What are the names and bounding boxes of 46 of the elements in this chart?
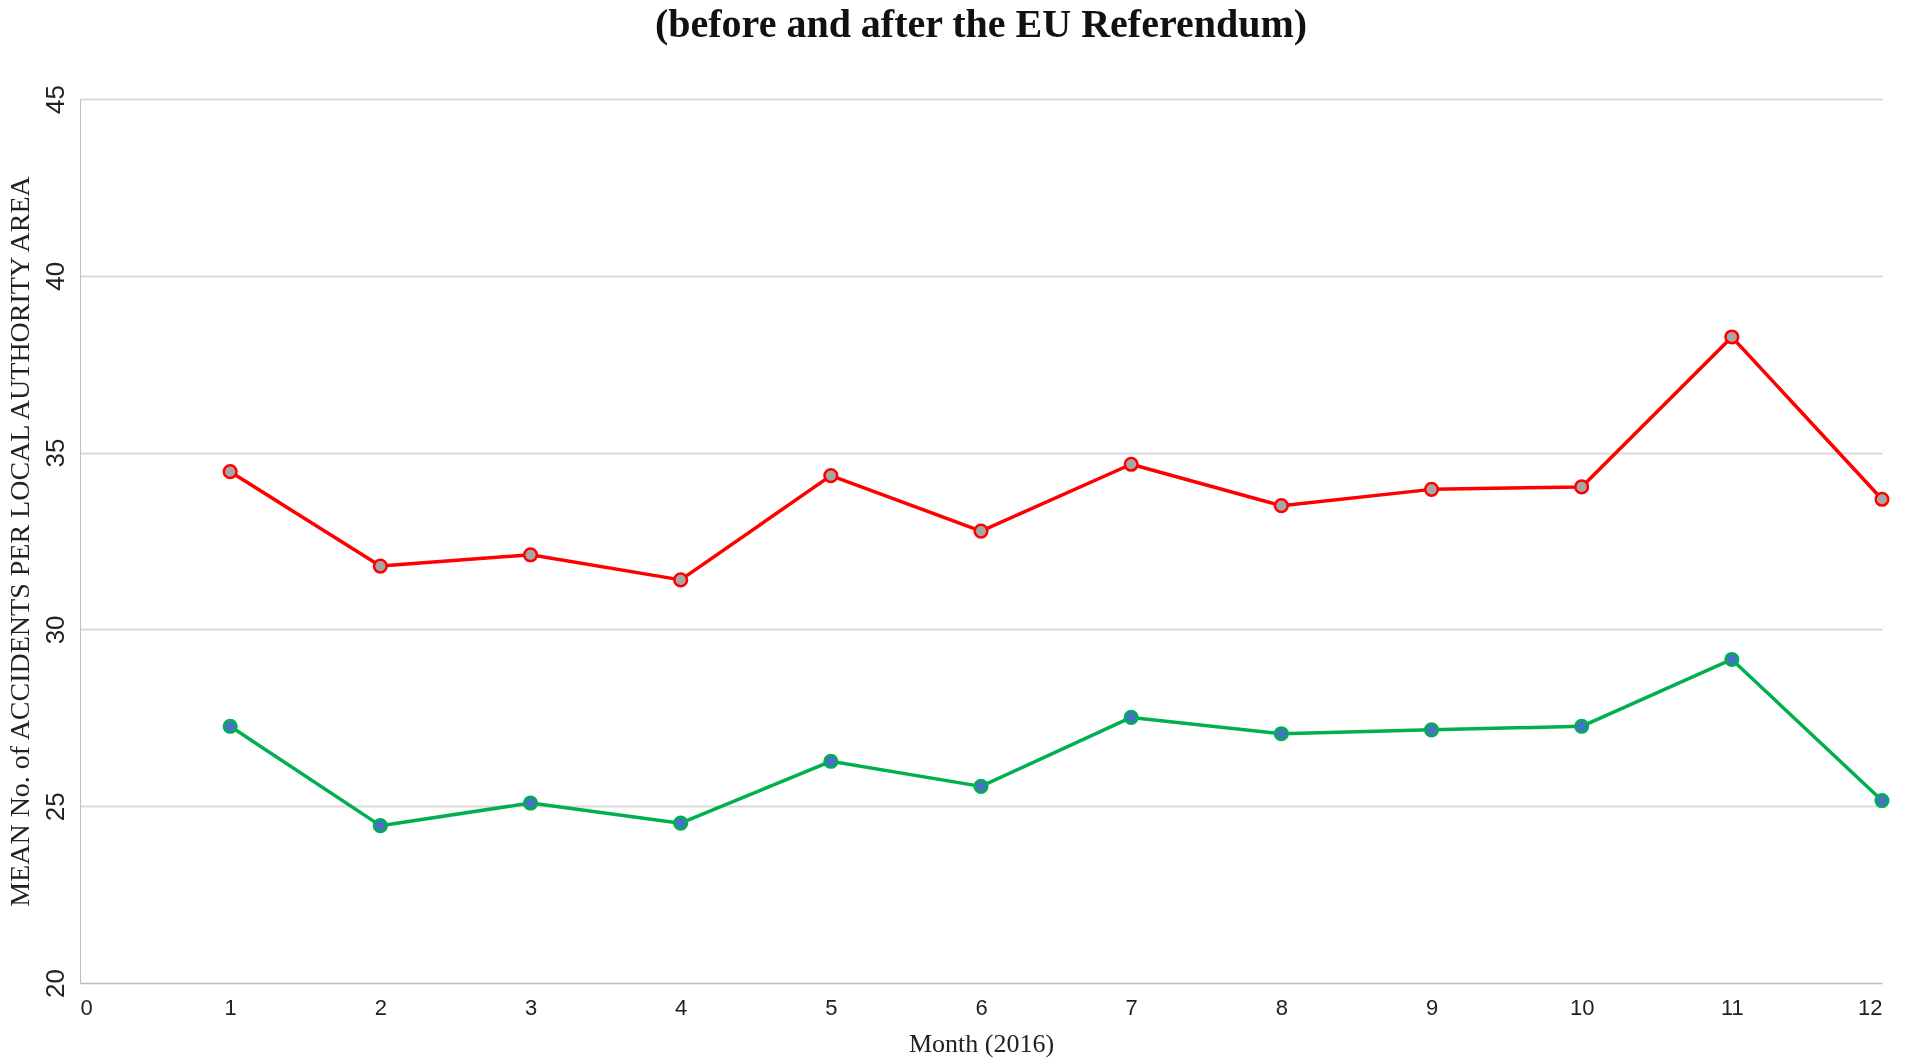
y-tick-label: 20 bbox=[39, 969, 70, 998]
x-axis-title: Month (2016) bbox=[908, 1028, 1055, 1058]
x-tick-label: 1 bbox=[224, 994, 237, 1020]
point bbox=[1273, 726, 1289, 742]
point bbox=[1724, 329, 1740, 345]
point bbox=[973, 523, 989, 539]
point bbox=[222, 718, 238, 734]
point bbox=[1874, 491, 1890, 507]
x-tick-label: 4 bbox=[675, 994, 688, 1020]
point bbox=[1724, 651, 1740, 668]
x-tick-label: 6 bbox=[975, 994, 988, 1020]
point bbox=[372, 818, 388, 834]
x-tick-label: 7 bbox=[1125, 994, 1138, 1020]
x-tick-label: 8 bbox=[1275, 994, 1288, 1020]
point bbox=[673, 572, 689, 588]
x-tick-label: 9 bbox=[1425, 994, 1439, 1020]
point bbox=[1874, 792, 1890, 809]
point bbox=[1123, 456, 1139, 472]
point bbox=[522, 795, 539, 811]
y-tick-label: 35 bbox=[39, 438, 70, 468]
point bbox=[1423, 722, 1440, 738]
x-tick-label: 10 bbox=[1569, 994, 1595, 1020]
point bbox=[1123, 709, 1139, 726]
point bbox=[1423, 481, 1440, 497]
y-tick-label: 25 bbox=[39, 792, 70, 822]
x-tick-label: 12 bbox=[1858, 994, 1883, 1020]
point bbox=[1273, 498, 1289, 514]
y-tick-label: 40 bbox=[39, 261, 70, 291]
point bbox=[522, 547, 539, 563]
x-tick-label: 3 bbox=[524, 994, 538, 1020]
chart-title: (before and after the EU Referendum) bbox=[654, 0, 1308, 46]
x-tick-label: 5 bbox=[825, 994, 838, 1020]
x-tick-label: 2 bbox=[374, 994, 387, 1020]
y-tick-label: 45 bbox=[39, 85, 70, 114]
x-tick-label: 11 bbox=[1720, 994, 1744, 1020]
point bbox=[973, 778, 989, 794]
point bbox=[1574, 479, 1590, 495]
point bbox=[1574, 718, 1590, 734]
point bbox=[823, 468, 839, 484]
point bbox=[372, 558, 388, 574]
y-tick-label: 30 bbox=[39, 615, 70, 645]
point bbox=[673, 815, 689, 831]
point bbox=[222, 464, 238, 480]
x-tick-label: 0 bbox=[80, 994, 93, 1020]
point bbox=[823, 753, 839, 769]
y-axis-title: MEAN No. of ACCIDENTS PER LOCAL AUTHORITY AREA bbox=[3, 175, 35, 907]
